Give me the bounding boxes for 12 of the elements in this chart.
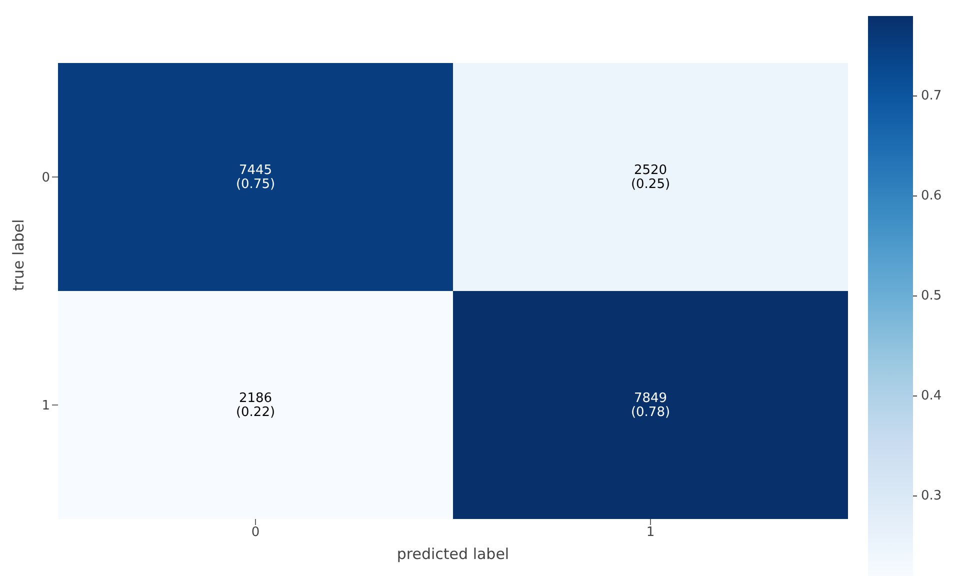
- color-bar-label: 0.7: [921, 88, 942, 104]
- color-bar-label: 0.4: [921, 388, 942, 404]
- y-axis-title: true label: [9, 219, 28, 291]
- x-axis-title: predicted label: [396, 545, 510, 563]
- data-label: 7849 (0.78): [630, 390, 670, 420]
- data-label: 7445 (0.75): [236, 162, 276, 192]
- color-bar-label: 0.5: [921, 288, 942, 304]
- data-label: 2186 (0.22): [236, 390, 276, 420]
- data-label: 2520 (0.25): [630, 162, 670, 192]
- color-bar-label: 0.6: [921, 188, 942, 204]
- color-bar-label: 0.3: [921, 488, 942, 504]
- color-scale: 0.3 0.4 0.5 0.6 0.7: [858, 8, 958, 576]
